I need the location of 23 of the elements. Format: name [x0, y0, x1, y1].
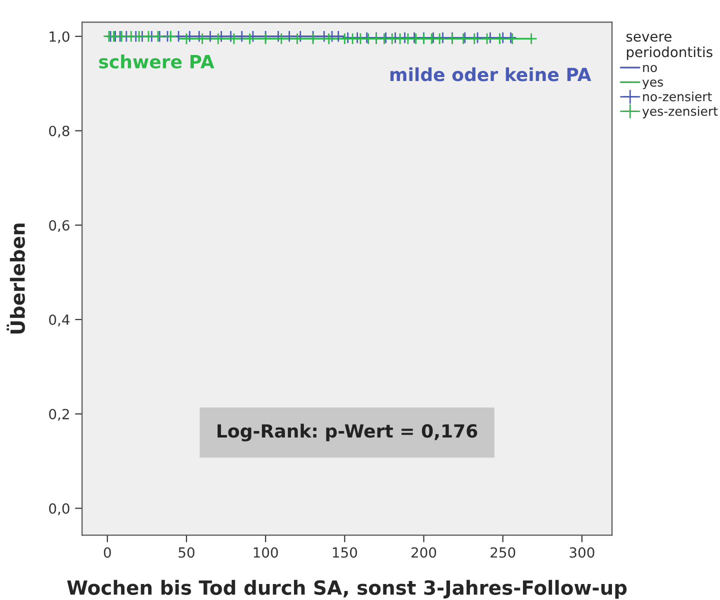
legend-label: no-zensiert: [643, 92, 712, 102]
x-tick-label: 300: [570, 547, 594, 558]
annotation: milde oder keine PA: [390, 67, 592, 82]
x-tick-label: 200: [412, 547, 436, 558]
x-tick-label: 150: [332, 547, 357, 558]
y-tick-label: 0,2: [49, 408, 69, 421]
y-tick-label: 0,0: [49, 503, 70, 516]
legend-label: no: [643, 64, 657, 72]
y-tick-label: 0,6: [49, 220, 70, 232]
x-tick-label: 50: [178, 547, 194, 558]
x-axis-title: Wochen bis Tod durch SA, sonst 3-Jahres-Follow-up: [67, 580, 627, 599]
legend-label: yes-zensiert: [642, 106, 718, 118]
x-tick-label: 0: [104, 547, 111, 558]
legend-title: severe periodontitis: [626, 34, 712, 60]
y-tick-label: 0,8: [49, 126, 70, 138]
y-tick-label: 1,0: [50, 31, 70, 44]
y-axis-title: Überleben: [6, 224, 25, 334]
annotation: schwere PA: [99, 54, 214, 68]
x-tick-label: 250: [490, 547, 516, 558]
legend-label: yes: [642, 80, 663, 90]
y-tick-label: 0,4: [49, 314, 70, 326]
annotation: Log-Rank: p-Wert = 0,176: [218, 424, 478, 442]
x-tick-label: 100: [254, 547, 278, 558]
